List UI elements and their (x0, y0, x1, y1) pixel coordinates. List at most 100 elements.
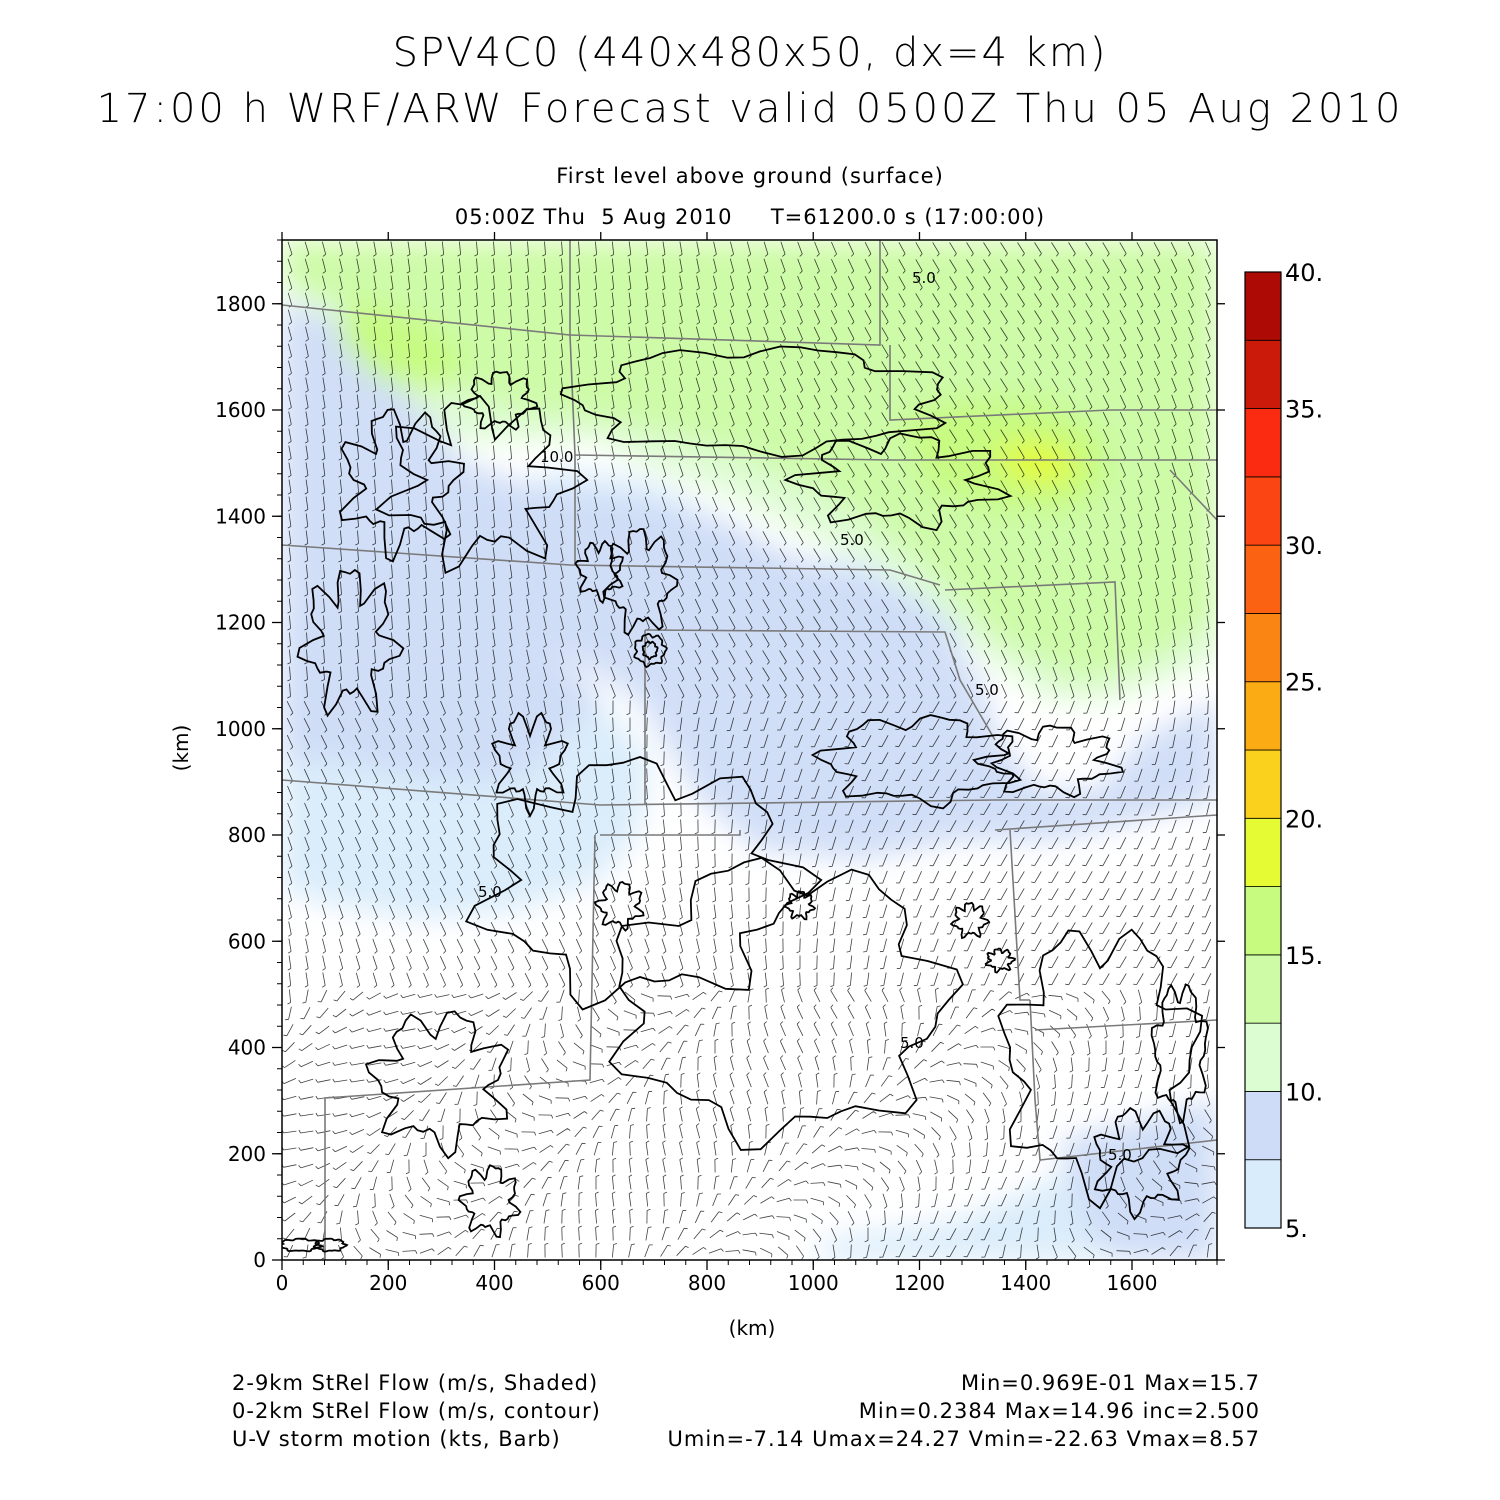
contour-label: 5.0 (478, 883, 502, 901)
x-tick-label: 200 (369, 1271, 407, 1295)
state-border (644, 629, 996, 741)
contour-line (783, 432, 1013, 532)
x-tick-label: 400 (475, 1271, 513, 1295)
contour-line (457, 1164, 522, 1239)
colorbar-box (1244, 886, 1282, 956)
contour-line (633, 632, 668, 669)
state-border (1029, 999, 1217, 1161)
contour-label: 5.0 (840, 531, 864, 549)
colorbar-box (1244, 1022, 1282, 1092)
contour-label: 5.0 (912, 269, 936, 287)
x-tick-label: 1200 (894, 1271, 945, 1295)
y-axis: 0 200 400 600 800 1000 1200 1400 1600 1800 (215, 239, 1225, 1272)
state-border (569, 240, 881, 346)
y-tick-label: 600 (228, 929, 266, 953)
x-tick-label: 800 (688, 1271, 726, 1295)
y-tick-label: 1800 (215, 292, 266, 316)
state-border (1034, 1019, 1217, 1031)
contour-line (364, 1010, 510, 1160)
colorbar-box (1244, 749, 1282, 819)
shade-region (282, 560, 600, 780)
legend-contour: 0-2km StRel Flow (m/s, contour) (232, 1399, 601, 1423)
level-subtitle: First level above ground (surface) (556, 164, 944, 188)
colorbar-label: 25. (1285, 669, 1323, 697)
y-tick-label: 1000 (215, 717, 266, 741)
colorbar-label: 35. (1285, 396, 1323, 424)
colorbar-label: 5. (1285, 1215, 1308, 1243)
colorbar-label: 40. (1285, 259, 1323, 287)
y-tick-label: 1600 (215, 398, 266, 422)
contour-line (296, 568, 405, 718)
contour-line (1093, 1106, 1191, 1221)
contour-line (593, 881, 645, 932)
contour-labels: 5.0 5.0 5.0 5.0 5.0 10.0 5.0 (478, 269, 1132, 1164)
colorbar-box (1244, 1159, 1282, 1229)
contour-label: 5.0 (1108, 1146, 1132, 1164)
shade-region (1060, 1100, 1217, 1260)
chart-title: SPV4C0 (440x480x50, dx=4 km) (392, 30, 1108, 76)
barb-field (282, 241, 1217, 1260)
x-tick-label: 0 (276, 1271, 289, 1295)
contour-line (559, 345, 948, 458)
y-axis-label: (km) (169, 725, 193, 772)
contour-line (949, 901, 991, 940)
state-border (574, 454, 1217, 461)
colorbar-box (1244, 339, 1282, 409)
state-border (994, 814, 1217, 831)
colorbar-box (1244, 544, 1282, 614)
x-axis: 0 200 400 600 800 1000 1200 1400 1600 (276, 232, 1218, 1295)
colorbar-box (1244, 954, 1282, 1024)
time-subtitle: 05:00Z Thu 5 Aug 2010 T=61200.0 s (17:00… (454, 205, 1046, 229)
state-border (944, 581, 1121, 701)
y-tick-label: 400 (228, 1036, 266, 1060)
colorbar-frame (1244, 271, 1282, 1229)
stats-contour: Min=0.2384 Max=14.96 inc=2.500 (858, 1399, 1260, 1423)
y-tick-label: 0 (253, 1248, 266, 1272)
contour-line (608, 856, 964, 1151)
contour-line (810, 714, 1023, 810)
flow-contours (282, 345, 1209, 1253)
colorbar-box (1244, 1091, 1282, 1161)
contour-line (1150, 983, 1209, 1125)
y-tick-label: 200 (228, 1142, 266, 1166)
x-tick-label: 1400 (1000, 1271, 1051, 1295)
contour-line (997, 928, 1204, 1210)
colorbar-label: 10. (1285, 1078, 1323, 1106)
shade-region (340, 300, 470, 390)
contour-line (460, 370, 539, 431)
contour-label: 10.0 (540, 448, 573, 466)
storm-motion-barbs (282, 241, 1217, 1260)
contour-line (491, 711, 569, 819)
state-border (1009, 829, 1030, 1001)
colorbar-box (1244, 476, 1282, 546)
contour-line (339, 408, 465, 563)
x-tick-label: 1600 (1107, 1271, 1158, 1295)
chart-title-forecast: 17:00 h WRF/ARW Forecast valid 0500Z Thu… (96, 86, 1404, 132)
stats-shaded: Min=0.969E-01 Max=15.7 (961, 1371, 1260, 1395)
state-border (569, 334, 576, 456)
colorbar-label: 20. (1285, 805, 1323, 833)
state-border (282, 779, 1217, 806)
colorbar-label: 30. (1285, 532, 1323, 560)
y-tick-label: 1200 (215, 611, 266, 635)
stats-barb: Umin=-7.14 Umax=24.27 Vmin=-22.63 Vmax=8… (667, 1427, 1260, 1451)
contour-label: 5.0 (975, 681, 999, 699)
state-border (889, 345, 1217, 421)
colorbar-box (1244, 613, 1282, 683)
x-tick-label: 1000 (788, 1271, 839, 1295)
legend-barb: U-V storm motion (kts, Barb) (232, 1427, 561, 1451)
state-borders (282, 240, 1217, 1260)
state-border (324, 834, 596, 1260)
y-tick-label: 1400 (215, 504, 266, 528)
colorbar: 5. 10. 15. 20. 25. 30. 35. 40. (1244, 259, 1323, 1243)
contour-line (282, 1237, 325, 1253)
contour-line (574, 539, 624, 605)
colorbar-box (1244, 681, 1282, 751)
x-tick-label: 600 (582, 1271, 620, 1295)
colorbar-box (1244, 271, 1282, 341)
contour-line (464, 756, 823, 1011)
contour-line (602, 528, 679, 637)
legend-shaded: 2-9km StRel Flow (m/s, Shaded) (232, 1371, 599, 1395)
y-tick-label: 800 (228, 823, 266, 847)
